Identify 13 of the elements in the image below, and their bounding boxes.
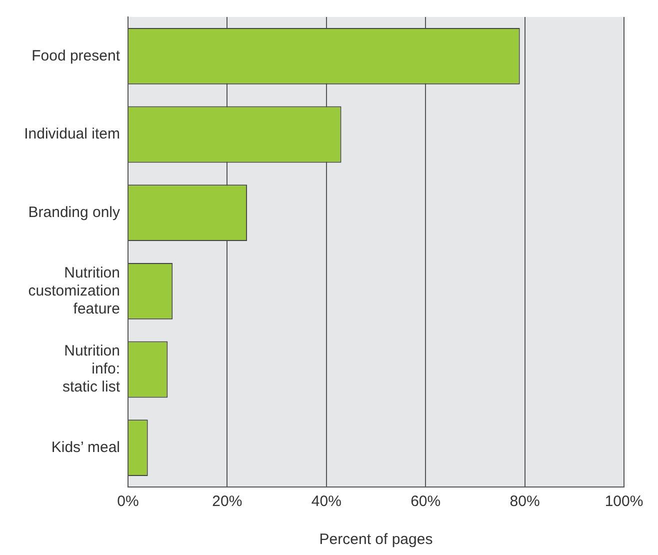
y-tick-label: Nutrition info: static list: [62, 342, 121, 396]
y-tick-label: Food present: [32, 47, 121, 64]
x-axis-title: Percent of pages: [319, 531, 433, 548]
x-tick-label: 40%: [311, 493, 342, 510]
y-tick-label: Kids’ meal: [51, 438, 120, 456]
y-tick-label: Individual item: [24, 126, 120, 143]
x-tick-label: 20%: [212, 493, 242, 510]
x-tick-label: 0%: [117, 493, 139, 510]
y-tick-label: Branding only: [28, 204, 120, 221]
x-tick-label: 100%: [604, 493, 644, 510]
x-tick-label: 80%: [510, 493, 540, 510]
y-tick-label: Nutrition customization feature: [28, 264, 120, 318]
x-tick-label: 60%: [410, 493, 441, 510]
